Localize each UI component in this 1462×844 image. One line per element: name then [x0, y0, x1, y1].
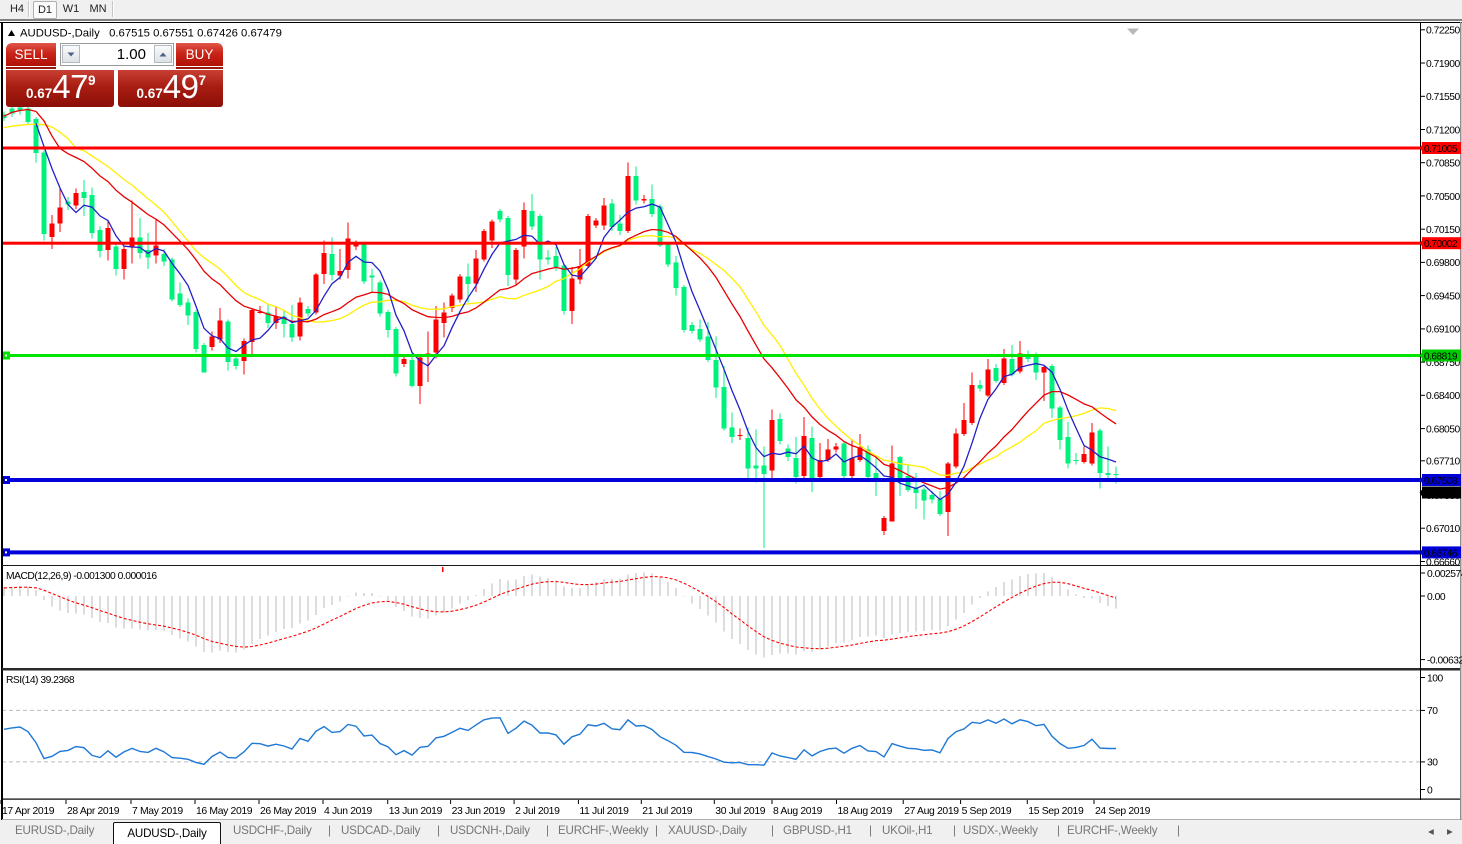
svg-text:0.68400: 0.68400	[1426, 391, 1460, 402]
svg-text:21 Jul 2019: 21 Jul 2019	[642, 806, 692, 817]
svg-text:0.002574: 0.002574	[1427, 569, 1462, 580]
svg-text:17 Apr 2019: 17 Apr 2019	[2, 806, 55, 817]
svg-text:0: 0	[1427, 785, 1433, 796]
svg-text:4 Jun 2019: 4 Jun 2019	[324, 806, 372, 817]
svg-text:0.69800: 0.69800	[1426, 258, 1460, 269]
svg-text:0.71200: 0.71200	[1426, 125, 1460, 136]
svg-text:0.68050: 0.68050	[1426, 424, 1460, 435]
svg-text:27 Aug 2019: 27 Aug 2019	[904, 806, 959, 817]
svg-text:0.67710: 0.67710	[1426, 457, 1460, 468]
svg-text:28 Apr 2019: 28 Apr 2019	[67, 806, 120, 817]
svg-text:0.71900: 0.71900	[1426, 59, 1460, 70]
svg-text:0.69450: 0.69450	[1426, 291, 1460, 302]
svg-text:AUDUSD-,Daily 0.67515 0.6755: AUDUSD-,Daily 0.67515 0.67551 0.67426 0.…	[20, 28, 282, 40]
svg-text:5 Sep 2019: 5 Sep 2019	[962, 806, 1012, 817]
svg-text:0.70850: 0.70850	[1426, 159, 1460, 170]
svg-text:0.67508: 0.67508	[1424, 476, 1458, 487]
svg-text:0.70002: 0.70002	[1424, 239, 1458, 250]
svg-text:30 Jul 2019: 30 Jul 2019	[715, 806, 765, 817]
svg-text:0.67010: 0.67010	[1426, 524, 1460, 535]
svg-text:0.71550: 0.71550	[1426, 92, 1460, 103]
svg-text:0.00: 0.00	[1427, 592, 1446, 603]
svg-text:0.67479: 0.67479	[1424, 488, 1458, 499]
svg-text:70: 70	[1427, 706, 1438, 717]
svg-text:MACD(12,26,9) -0.001300 0.0000: MACD(12,26,9) -0.001300 0.000016	[6, 571, 157, 582]
svg-text:18 Aug 2019: 18 Aug 2019	[838, 806, 893, 817]
svg-text:0.70150: 0.70150	[1426, 225, 1460, 236]
svg-text:24 Sep 2019: 24 Sep 2019	[1095, 806, 1151, 817]
svg-text:15 Sep 2019: 15 Sep 2019	[1028, 806, 1084, 817]
svg-text:11 Jul 2019: 11 Jul 2019	[579, 806, 629, 817]
svg-text:16 May 2019: 16 May 2019	[196, 806, 253, 817]
svg-text:0.68750: 0.68750	[1426, 358, 1460, 369]
svg-text:23 Jun 2019: 23 Jun 2019	[452, 806, 506, 817]
svg-text:0.66746: 0.66746	[1424, 548, 1458, 559]
svg-text:0.66660: 0.66660	[1426, 557, 1460, 568]
svg-text:7 May 2019: 7 May 2019	[132, 806, 183, 817]
svg-text:0.72250: 0.72250	[1426, 26, 1460, 37]
svg-text:0.69100: 0.69100	[1426, 325, 1460, 336]
svg-text:0.70500: 0.70500	[1426, 192, 1460, 203]
svg-text:0.71005: 0.71005	[1424, 144, 1458, 155]
svg-text:26 May 2019: 26 May 2019	[260, 806, 317, 817]
svg-text:100: 100	[1427, 673, 1443, 684]
svg-text:8 Aug 2019: 8 Aug 2019	[773, 806, 823, 817]
svg-text:13 Jun 2019: 13 Jun 2019	[389, 806, 443, 817]
svg-text:30: 30	[1427, 758, 1438, 769]
svg-text:0.68819: 0.68819	[1424, 351, 1458, 362]
svg-text:2 Jul 2019: 2 Jul 2019	[515, 806, 560, 817]
svg-text:RSI(14) 39.2368: RSI(14) 39.2368	[6, 675, 75, 686]
svg-text:-0.006326: -0.006326	[1427, 655, 1462, 666]
